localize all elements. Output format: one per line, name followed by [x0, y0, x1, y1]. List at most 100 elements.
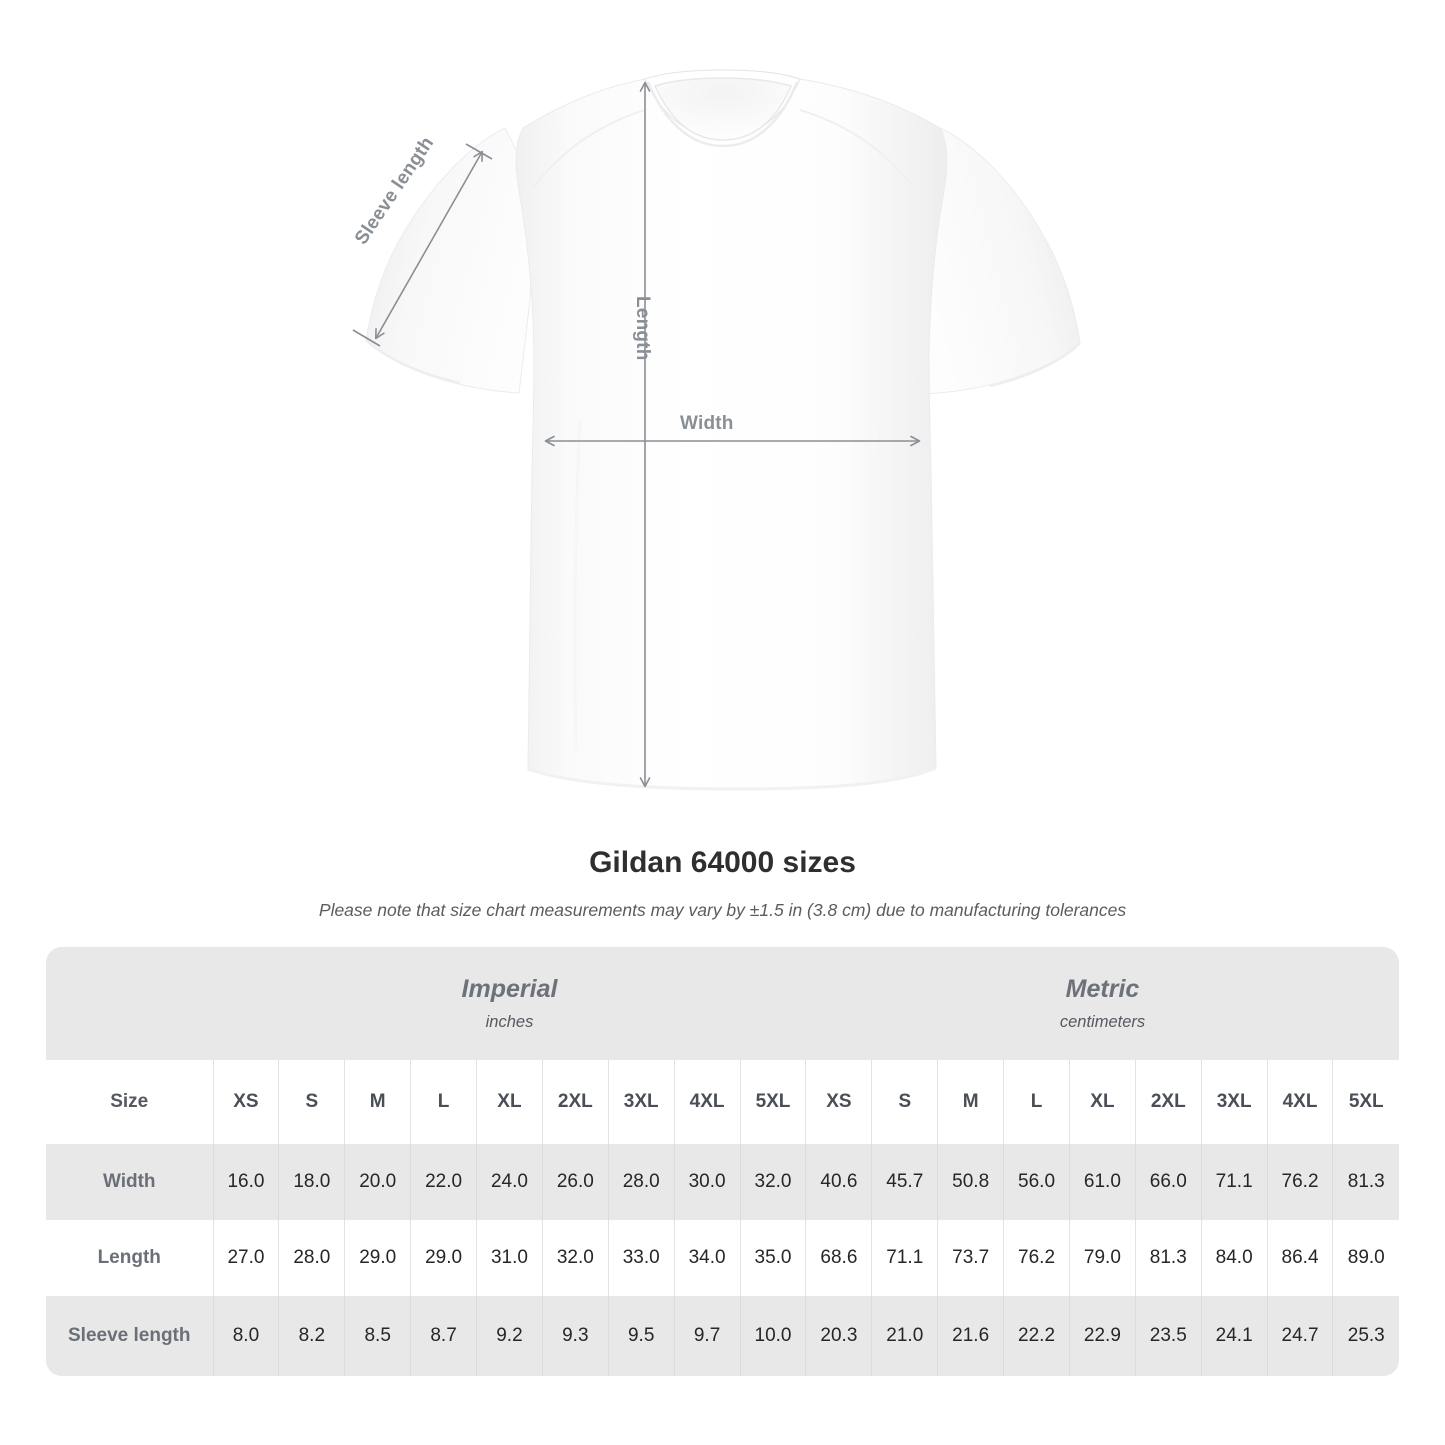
cell-width-2xl-in: 26.0: [541, 1144, 609, 1220]
cell-length-2xl-cm: 81.3: [1134, 1220, 1202, 1296]
tolerance-note: Please note that size chart measurements…: [318, 900, 1127, 920]
cell-length-xs-cm: 68.6: [805, 1220, 872, 1296]
size-header-3xl-imperial: 3XL: [607, 1060, 675, 1144]
unit-banner-row: Imperial inches Metric centimeters: [46, 947, 1399, 1060]
unit-imperial-cell: Imperial inches: [213, 947, 806, 1060]
cell-sleeve-4xl-in: 9.7: [673, 1296, 740, 1376]
cell-length-s-in: 28.0: [278, 1220, 345, 1296]
cell-width-xl-in: 24.0: [476, 1144, 543, 1220]
sleeve-length-tick-bottom: [352, 329, 381, 347]
size-header-s-metric: S: [871, 1060, 938, 1144]
size-header-5xl-imperial: 5XL: [739, 1060, 806, 1144]
tshirt-illustration: [352, 69, 1081, 791]
tshirt-diagram: Sleeve length Length Width: [351, 69, 1081, 791]
size-header-5xl-metric: 5XL: [1332, 1060, 1399, 1144]
cell-width-5xl-cm: 81.3: [1332, 1144, 1399, 1220]
sleeve-length-tick-top: [465, 143, 493, 160]
cell-width-m-in: 20.0: [344, 1144, 411, 1220]
cell-length-s-cm: 71.1: [871, 1220, 938, 1296]
cell-width-l-cm: 56.0: [1003, 1144, 1070, 1220]
cell-length-l-in: 29.0: [410, 1220, 477, 1296]
size-header-3xl-metric: 3XL: [1200, 1060, 1268, 1144]
cell-length-m-cm: 73.7: [937, 1220, 1004, 1296]
size-header-s-imperial: S: [278, 1060, 345, 1144]
size-header-xs-imperial: XS: [212, 1060, 279, 1144]
cell-length-5xl-cm: 89.0: [1332, 1220, 1399, 1296]
tshirt-silhouette: [365, 69, 1081, 791]
cell-width-2xl-cm: 66.0: [1134, 1144, 1202, 1220]
page-title: Gildan 64000 sizes: [589, 846, 856, 879]
cell-width-3xl-cm: 71.1: [1200, 1144, 1268, 1220]
title-block: Gildan 64000 sizes Please note that size…: [0, 845, 1445, 922]
unit-metric-name: Metric: [1065, 974, 1140, 1003]
cell-width-s-in: 18.0: [278, 1144, 345, 1220]
cell-length-4xl-cm: 86.4: [1266, 1220, 1333, 1296]
row-label-length: Length: [46, 1220, 213, 1296]
cell-width-s-cm: 45.7: [871, 1144, 938, 1220]
size-header-xs-metric: XS: [805, 1060, 872, 1144]
size-header-m-imperial: M: [344, 1060, 411, 1144]
cell-length-l-cm: 76.2: [1003, 1220, 1070, 1296]
table-row-sleeve-length: Sleeve length 8.0 8.2 8.5 8.7 9.2 9.3 9.…: [46, 1296, 1399, 1376]
size-header-l-metric: L: [1003, 1060, 1070, 1144]
row-label-width: Width: [46, 1144, 213, 1220]
cell-sleeve-xl-cm: 22.9: [1068, 1296, 1136, 1376]
unit-metric-sub: centimeters: [1059, 1013, 1146, 1032]
unit-imperial-name: Imperial: [461, 974, 558, 1003]
cell-length-3xl-cm: 84.0: [1200, 1220, 1268, 1296]
cell-width-4xl-cm: 76.2: [1266, 1144, 1333, 1220]
table-row-width: Width 16.0 18.0 20.0 22.0 24.0 26.0 28.0…: [46, 1144, 1399, 1220]
cell-sleeve-m-cm: 21.6: [937, 1296, 1004, 1376]
cell-width-3xl-in: 28.0: [607, 1144, 675, 1220]
cell-length-3xl-in: 33.0: [607, 1220, 675, 1296]
row-label-sleeve-length: Sleeve length: [46, 1296, 213, 1376]
length-label: Length: [632, 296, 653, 361]
cell-length-5xl-in: 35.0: [739, 1220, 806, 1296]
cell-sleeve-2xl-in: 9.3: [541, 1296, 609, 1376]
cell-length-m-in: 29.0: [344, 1220, 411, 1296]
sleeve-length-arrow: [374, 150, 484, 340]
table-row-length: Length 27.0 28.0 29.0 29.0 31.0 32.0 33.…: [46, 1220, 1399, 1296]
size-header-xl-metric: XL: [1068, 1060, 1136, 1144]
size-header-4xl-imperial: 4XL: [673, 1060, 740, 1144]
size-chart-table-container: Imperial inches Metric centimeters Size …: [46, 947, 1399, 1376]
cell-length-xl-cm: 79.0: [1068, 1220, 1136, 1296]
cell-width-xs-in: 16.0: [212, 1144, 279, 1220]
cell-sleeve-l-cm: 22.2: [1003, 1296, 1070, 1376]
cell-length-4xl-in: 34.0: [673, 1220, 740, 1296]
size-header-xl-imperial: XL: [476, 1060, 543, 1144]
cell-sleeve-xl-in: 9.2: [476, 1296, 543, 1376]
cell-length-2xl-in: 32.0: [541, 1220, 609, 1296]
cell-sleeve-3xl-cm: 24.1: [1200, 1296, 1268, 1376]
size-header-label: Size: [46, 1060, 213, 1144]
right-sleeve: [912, 127, 1081, 395]
cell-sleeve-s-in: 8.2: [278, 1296, 345, 1376]
left-sleeve: [365, 127, 535, 394]
measurement-lines: [352, 81, 921, 788]
cell-length-xs-in: 27.0: [212, 1220, 279, 1296]
size-header-row: Size XS S M L XL 2XL 3XL 4XL 5XL XS S M …: [46, 1060, 1399, 1144]
cell-sleeve-5xl-in: 10.0: [739, 1296, 806, 1376]
size-chart-table: Imperial inches Metric centimeters Size …: [46, 947, 1399, 1376]
cell-sleeve-m-in: 8.5: [344, 1296, 411, 1376]
size-header-m-metric: M: [937, 1060, 1004, 1144]
unit-metric-cell: Metric centimeters: [805, 947, 1399, 1060]
size-header-2xl-metric: 2XL: [1134, 1060, 1202, 1144]
size-header-l-imperial: L: [410, 1060, 477, 1144]
unit-imperial-sub: inches: [485, 1013, 534, 1032]
cell-width-m-cm: 50.8: [937, 1144, 1004, 1220]
cell-width-xs-cm: 40.6: [805, 1144, 872, 1220]
cell-sleeve-2xl-cm: 23.5: [1134, 1296, 1202, 1376]
cell-sleeve-4xl-cm: 24.7: [1266, 1296, 1333, 1376]
unit-banner-spacer: [46, 947, 213, 1060]
size-header-4xl-metric: 4XL: [1266, 1060, 1333, 1144]
cell-sleeve-s-cm: 21.0: [871, 1296, 938, 1376]
width-label: Width: [680, 413, 734, 434]
cell-sleeve-xs-cm: 20.3: [805, 1296, 872, 1376]
cell-sleeve-xs-in: 8.0: [212, 1296, 279, 1376]
cell-width-5xl-in: 32.0: [739, 1144, 806, 1220]
cell-width-xl-cm: 61.0: [1068, 1144, 1136, 1220]
cell-sleeve-3xl-in: 9.5: [607, 1296, 675, 1376]
cell-width-l-in: 22.0: [410, 1144, 477, 1220]
cell-width-4xl-in: 30.0: [673, 1144, 740, 1220]
